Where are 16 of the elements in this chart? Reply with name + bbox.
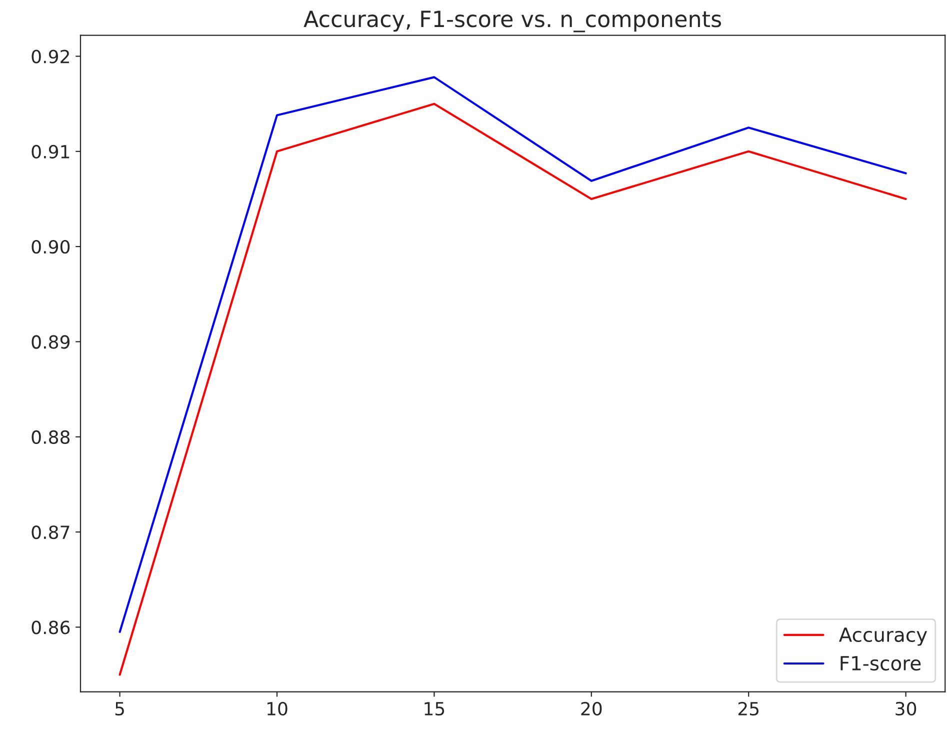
y-tick-label: 0.90: [32, 240, 70, 254]
x-tick-label: 15: [424, 702, 444, 716]
x-tick-label: 30: [896, 702, 916, 716]
x-tick-label: 20: [581, 702, 602, 716]
y-tick-label: 0.87: [32, 525, 70, 540]
legend-label: F1-score: [840, 656, 921, 671]
legend-label: Accuracy: [838, 628, 928, 646]
chart-title: Accuracy, F1-score vs. n_components: [304, 10, 722, 32]
y-tick-label: 0.92: [32, 50, 69, 64]
y-tick-label: 0.88: [32, 430, 70, 444]
x-tick-label: 5: [115, 702, 124, 716]
x-tick-label: 10: [267, 702, 288, 716]
y-tick-label: 0.89: [32, 335, 70, 349]
y-tick-label: 0.91: [32, 144, 70, 159]
y-tick-label: 0.86: [32, 620, 70, 634]
x-tick-label: 25: [738, 702, 759, 716]
